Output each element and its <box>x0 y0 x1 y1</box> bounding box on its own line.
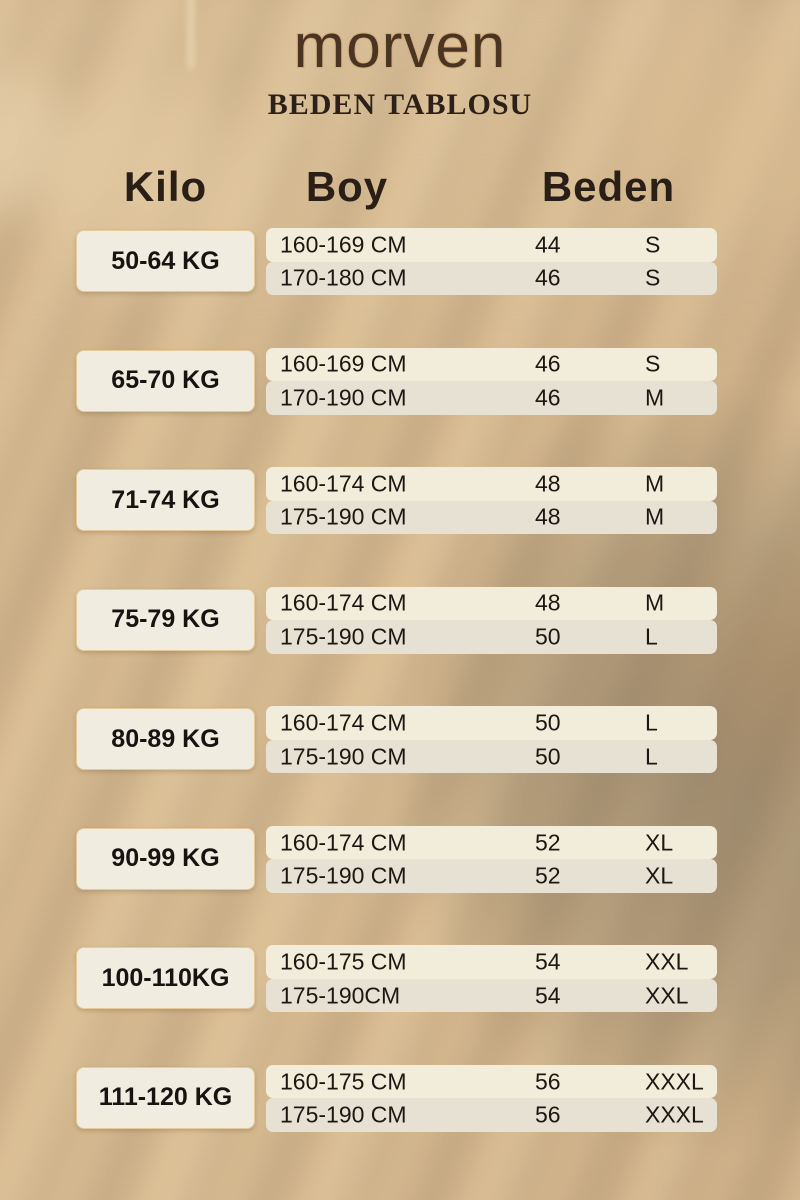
svg-text:morven: morven <box>294 12 507 81</box>
